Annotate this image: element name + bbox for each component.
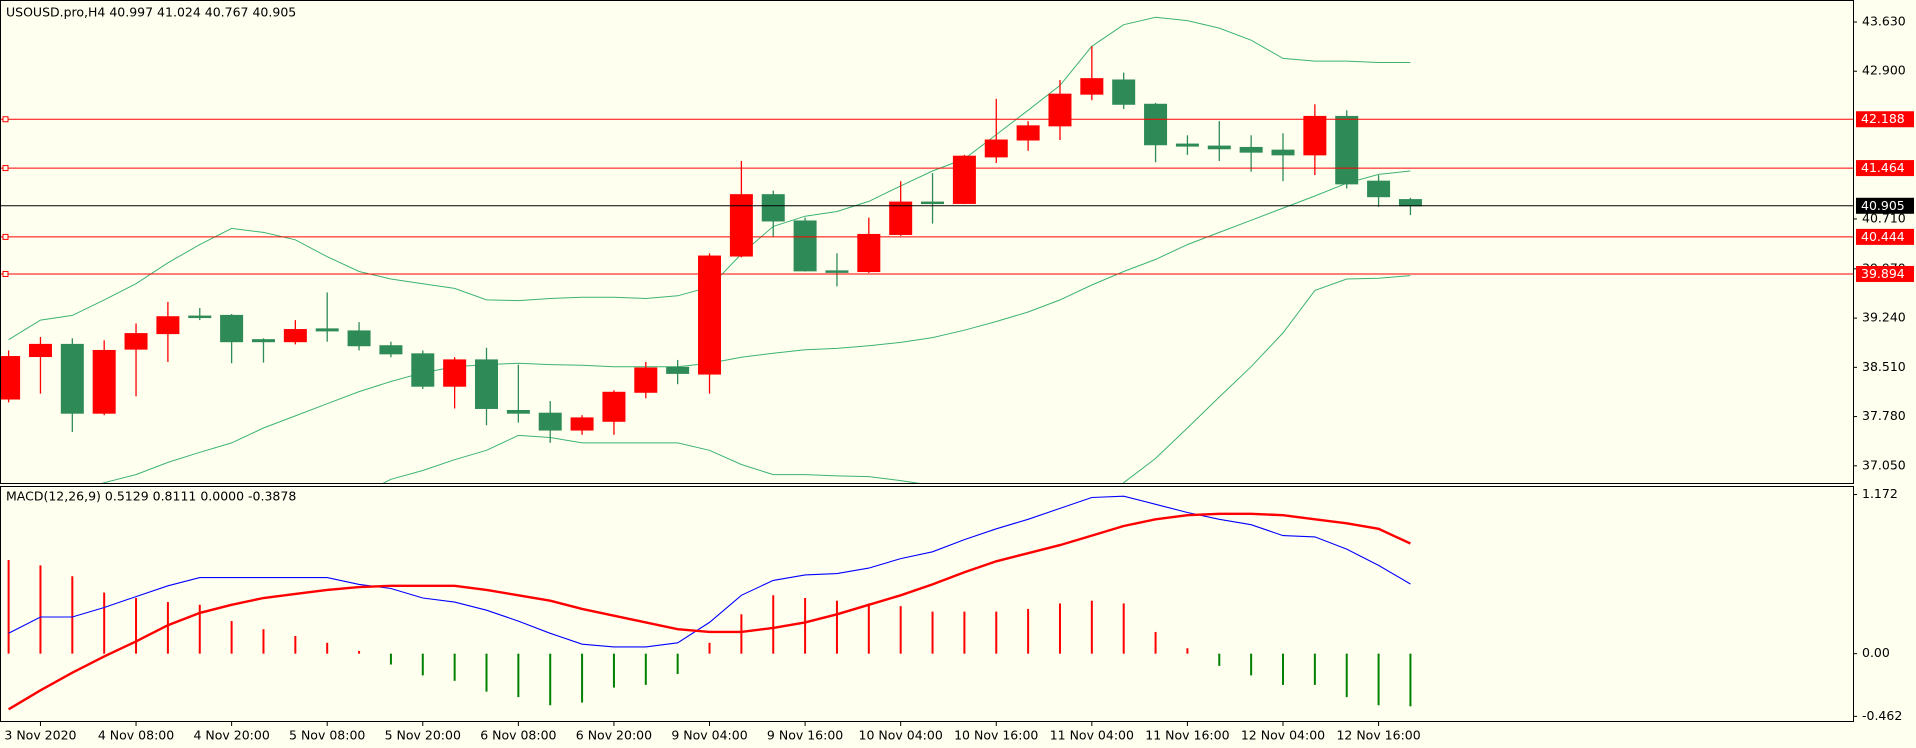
- level-handle: [2, 270, 9, 277]
- candle-body: [251, 339, 275, 343]
- y-tick-label: 43.630: [1862, 13, 1906, 28]
- x-tick-label: 6 Nov 08:00: [480, 728, 556, 743]
- x-tick-label: 11 Nov 16:00: [1145, 728, 1229, 743]
- candle-body: [92, 349, 116, 414]
- x-tick-label: 5 Nov 20:00: [385, 728, 461, 743]
- macd-panel-frame: [0, 486, 1854, 722]
- macd-line: [8, 495, 1411, 648]
- candle-body: [1112, 79, 1136, 105]
- candle-body: [188, 315, 212, 319]
- macd-title: MACD(12,26,9) 0.5129 0.8111 0.0000 -0.38…: [6, 489, 296, 504]
- x-tick-label: 9 Nov 04:00: [671, 728, 747, 743]
- macd-plot: [7, 495, 1412, 711]
- candle-body: [1207, 145, 1231, 150]
- level-label: 40.444: [1861, 229, 1905, 244]
- level-label-box: [1856, 160, 1914, 177]
- macd-line: [7, 512, 1411, 711]
- candle-body: [283, 329, 307, 343]
- candle-body: [411, 353, 435, 387]
- candle-body: [60, 343, 84, 414]
- candle-body: [156, 316, 180, 335]
- candle-body: [1239, 146, 1263, 153]
- candle-body: [1367, 180, 1391, 198]
- candle-body: [921, 201, 945, 205]
- candle-body: [124, 333, 148, 350]
- level-handle: [2, 233, 9, 240]
- candle-body: [1016, 125, 1040, 141]
- candle-body: [1048, 93, 1072, 127]
- candle-body: [634, 367, 658, 393]
- y-tick-label: 1.172: [1862, 486, 1898, 501]
- y-tick-label: 40.710: [1862, 210, 1906, 225]
- band-lower: [382, 275, 1411, 483]
- x-tick-label: 10 Nov 04:00: [859, 728, 943, 743]
- x-tick-label: 5 Nov 08:00: [289, 728, 365, 743]
- axes: 43.63042.90040.71039.97039.24038.51037.7…: [1, 13, 1914, 743]
- level-handle: [2, 165, 9, 172]
- candle-body: [1271, 149, 1295, 156]
- main-panel-frame: [0, 0, 1854, 484]
- candle-body: [475, 359, 498, 409]
- x-tick-label: 12 Nov 16:00: [1336, 728, 1420, 743]
- level-handle: [2, 116, 9, 123]
- candle-body: [1080, 78, 1104, 95]
- level-label: 40.905: [1861, 198, 1905, 213]
- level-label-box: [1856, 265, 1914, 282]
- candle-body: [28, 343, 52, 358]
- candle-body: [347, 330, 371, 347]
- candle-body: [506, 409, 530, 414]
- y-tick-label: 37.050: [1862, 457, 1906, 472]
- candle-body: [793, 220, 817, 272]
- y-tick-label: 38.510: [1862, 359, 1906, 374]
- y-tick-label: -0.462: [1862, 708, 1902, 723]
- candle-body: [825, 270, 849, 273]
- candle-body: [857, 233, 881, 273]
- level-label-box: [1856, 111, 1914, 128]
- candle-body: [1175, 143, 1199, 147]
- x-tick-label: 4 Nov 08:00: [98, 728, 174, 743]
- level-label: 42.188: [1861, 111, 1905, 126]
- y-tick-label: 39.240: [1862, 310, 1906, 325]
- candle-body: [889, 201, 913, 235]
- y-tick-label: 42.900: [1862, 63, 1906, 78]
- chart-title: USOUSD.pro,H4 40.997 41.024 40.767 40.90…: [6, 5, 296, 20]
- candle-body: [1144, 103, 1168, 146]
- x-tick-label: 11 Nov 04:00: [1050, 728, 1134, 743]
- candle-body: [1398, 199, 1422, 207]
- level-label: 39.894: [1861, 266, 1905, 281]
- main-plot: [1, 16, 1422, 483]
- candle-body: [570, 417, 594, 431]
- y-tick-label: 37.780: [1862, 408, 1906, 423]
- candle-body: [538, 412, 562, 431]
- candle-body: [952, 155, 976, 204]
- candle-body: [220, 314, 244, 343]
- candle-body: [1, 356, 21, 400]
- candle-body: [379, 345, 403, 355]
- level-label: 41.464: [1861, 160, 1905, 175]
- candle-body: [761, 194, 785, 222]
- candle-body: [698, 255, 722, 375]
- x-tick-label: 10 Nov 16:00: [954, 728, 1038, 743]
- x-tick-label: 6 Nov 20:00: [576, 728, 652, 743]
- level-label-box: [1856, 228, 1914, 245]
- level-label-box: [1856, 197, 1914, 214]
- candle-body: [666, 366, 690, 374]
- candle-body: [1335, 115, 1359, 185]
- candle-body: [315, 328, 339, 332]
- x-tick-label: 12 Nov 04:00: [1241, 728, 1325, 743]
- x-tick-label: 3 Nov 2020: [4, 728, 76, 743]
- x-tick-label: 4 Nov 20:00: [193, 728, 269, 743]
- candle-body: [1303, 115, 1327, 156]
- candle-body: [602, 391, 626, 422]
- x-tick-label: 9 Nov 16:00: [767, 728, 843, 743]
- candle-body: [443, 359, 467, 387]
- candle-body: [984, 139, 1008, 158]
- y-tick-label: 0.00: [1862, 645, 1890, 660]
- candle-body: [729, 194, 753, 257]
